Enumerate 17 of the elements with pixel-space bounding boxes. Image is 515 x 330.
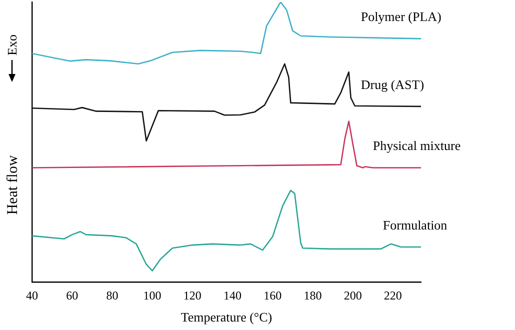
x-tick-label: 40 xyxy=(26,288,38,302)
series-label: Drug (AST) xyxy=(360,76,424,92)
x-tick-label: 140 xyxy=(224,288,242,302)
x-tick-label: 220 xyxy=(384,288,402,302)
x-tick-label: 80 xyxy=(106,288,118,302)
x-tick-label: 180 xyxy=(304,288,322,302)
x-tick-label: 60 xyxy=(66,288,78,302)
x-axis-title: Temperature (°C) xyxy=(180,310,272,325)
x-tick-label: 100 xyxy=(143,288,162,302)
x-tick-label: 160 xyxy=(264,288,282,302)
x-tick-label: 120 xyxy=(183,288,202,302)
text: Exo xyxy=(4,34,20,56)
series-label: Physical mixture xyxy=(372,138,461,154)
series-label: Formulation xyxy=(382,217,448,232)
series-label: Polymer (PLA) xyxy=(360,9,442,24)
y-axis-title: Heat flow xyxy=(4,155,21,215)
x-tick-label: 200 xyxy=(344,288,362,302)
